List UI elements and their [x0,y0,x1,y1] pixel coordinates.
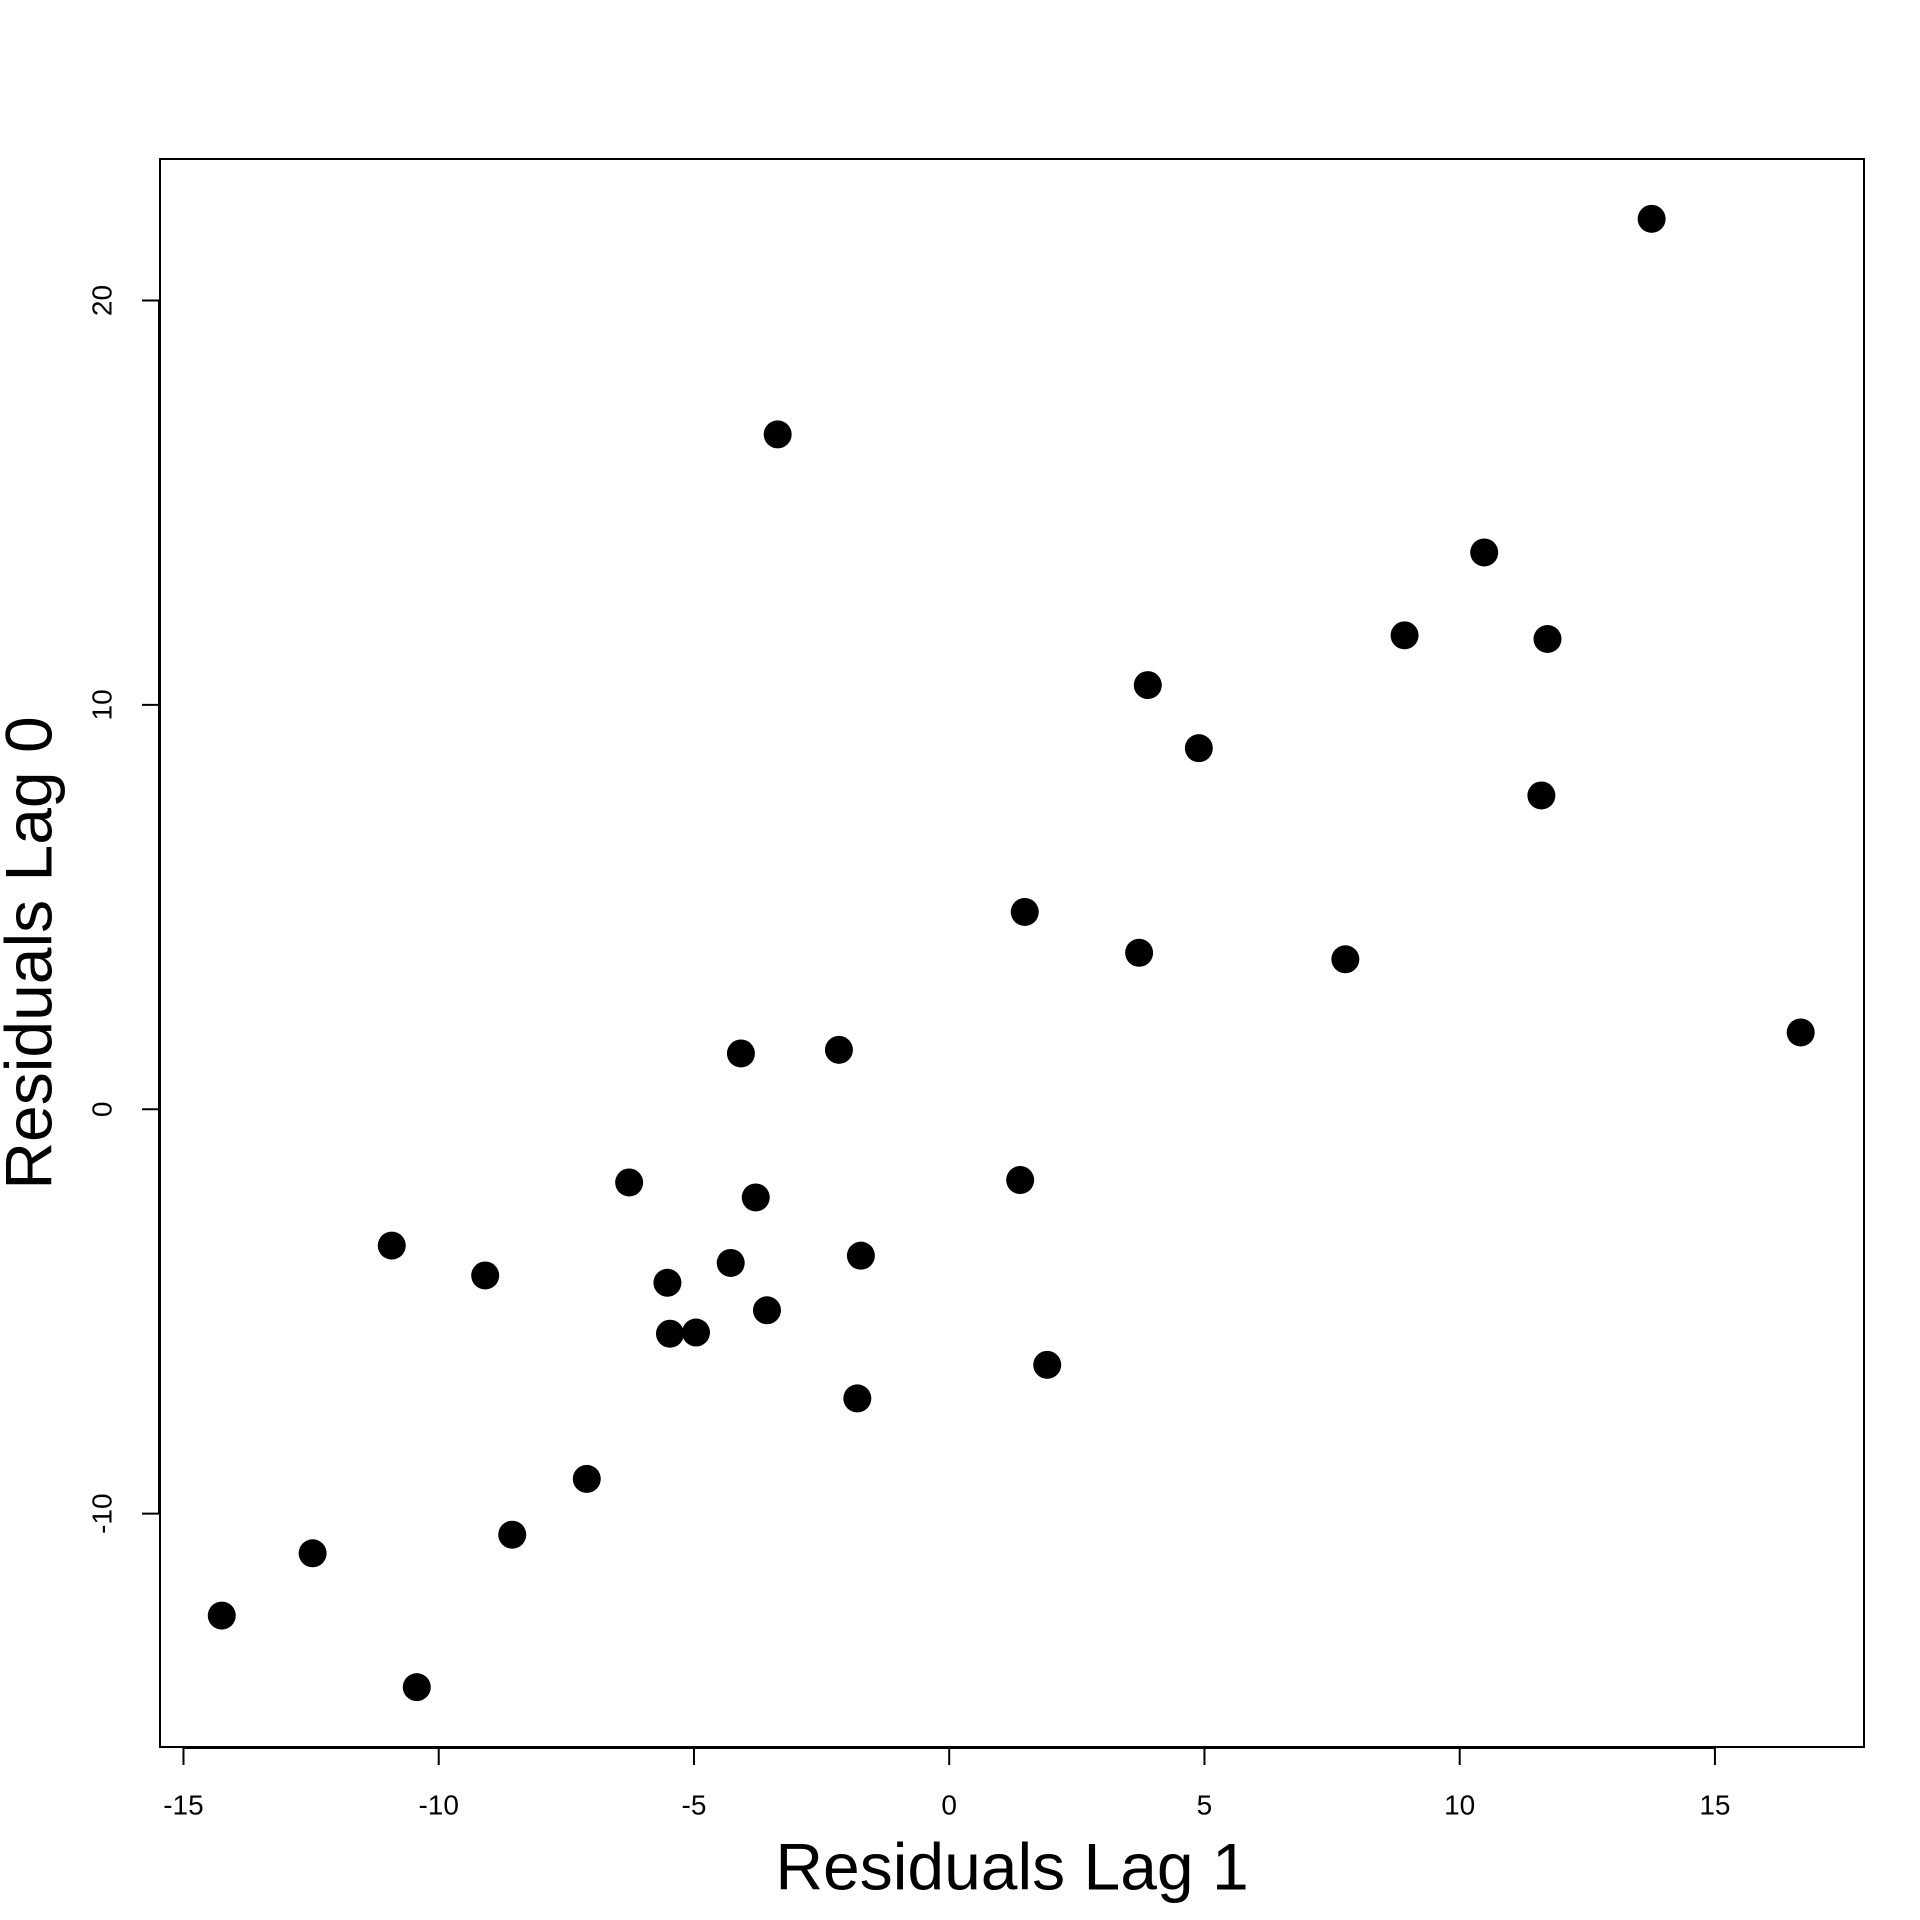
point [824,1035,853,1064]
point [655,1319,684,1348]
y-tick-label: 10 [86,689,117,720]
x-tick-label: 0 [941,1789,957,1820]
plot-frame [159,158,1865,1748]
point [471,1261,500,1290]
point [846,1241,875,1270]
point [498,1520,527,1549]
y-tick-label: -10 [86,1493,117,1533]
point [741,1183,770,1212]
point [402,1673,431,1702]
x-tick-label: 10 [1444,1789,1475,1820]
point [1331,945,1360,974]
point [1533,624,1562,653]
x-axis-label: Residuals Lag 1 [775,1829,1248,1903]
point [682,1318,711,1347]
point [1133,671,1162,700]
point [653,1268,682,1297]
x-tick-label: 5 [1197,1789,1213,1820]
y-axis-label: Residuals Lag 0 [0,716,65,1189]
point [1010,897,1039,926]
point [1033,1350,1062,1379]
y-tick-label: 20 [86,285,117,316]
point [1470,538,1499,567]
point [1527,781,1556,810]
point [763,420,792,449]
point [752,1296,781,1325]
point [615,1168,644,1197]
x-tick-label: 15 [1699,1789,1730,1820]
point [1390,621,1419,650]
point [1006,1166,1035,1195]
point [1637,204,1666,233]
point [298,1539,327,1568]
point [1184,734,1213,763]
point [1125,938,1154,967]
point [1786,1018,1815,1047]
point [572,1464,601,1493]
point [207,1601,236,1630]
point [843,1384,872,1413]
y-tick-label: 0 [86,1102,117,1118]
x-tick-label: -5 [682,1789,707,1820]
point [726,1039,755,1068]
point [716,1248,745,1277]
x-tick-label: -15 [163,1789,203,1820]
point [377,1231,406,1260]
x-tick-label: -10 [418,1789,458,1820]
